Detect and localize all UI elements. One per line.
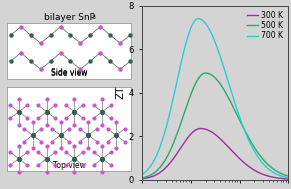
Text: Side view: Side view — [51, 68, 87, 77]
Text: bilayer SnP: bilayer SnP — [44, 13, 95, 22]
Text: Side view: Side view — [51, 69, 87, 78]
Legend: 300 K, 500 K, 700 K: 300 K, 500 K, 700 K — [246, 9, 284, 42]
Text: Top view: Top view — [53, 161, 86, 170]
Text: 3: 3 — [92, 15, 96, 20]
Y-axis label: ZT: ZT — [116, 86, 126, 99]
FancyBboxPatch shape — [7, 23, 132, 79]
FancyBboxPatch shape — [7, 87, 132, 171]
